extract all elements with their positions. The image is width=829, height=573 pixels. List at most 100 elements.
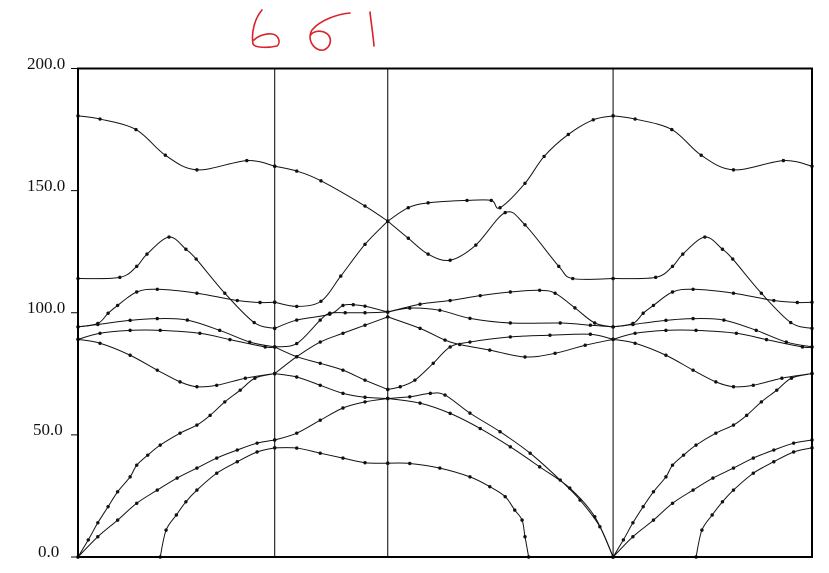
- band-point: [155, 488, 159, 492]
- band-series: [386, 396, 615, 559]
- band-point: [588, 332, 593, 336]
- band-point: [363, 400, 367, 404]
- band-point: [341, 391, 345, 396]
- band-point: [508, 290, 513, 294]
- band-series: [76, 114, 277, 172]
- band-point: [448, 345, 452, 349]
- band-point: [223, 291, 227, 295]
- band-point: [386, 396, 390, 401]
- band-point: [731, 291, 736, 295]
- band-point: [731, 257, 735, 261]
- band-line: [613, 318, 813, 348]
- band-point: [295, 375, 299, 379]
- band-point: [670, 501, 675, 505]
- band-point: [611, 325, 615, 329]
- band-point: [780, 376, 784, 380]
- band-point: [772, 448, 776, 452]
- band-point: [318, 340, 322, 344]
- band-line: [77, 329, 275, 348]
- band-series: [611, 235, 814, 331]
- band-point: [418, 326, 422, 331]
- band-series: [386, 391, 615, 559]
- band-point: [215, 471, 219, 475]
- band-line: [274, 316, 388, 374]
- band-point: [255, 450, 259, 454]
- band-point: [135, 463, 139, 467]
- band-point: [548, 333, 552, 337]
- band-point: [235, 448, 239, 452]
- band-point: [633, 341, 637, 345]
- band-point: [789, 376, 794, 380]
- band-point: [386, 461, 390, 465]
- band-point: [691, 287, 695, 292]
- band-point: [128, 318, 132, 323]
- band-point: [611, 337, 615, 342]
- band-point: [98, 117, 102, 121]
- band-line: [274, 447, 388, 464]
- band-point: [195, 466, 199, 470]
- band-point: [651, 490, 656, 494]
- band-point: [621, 538, 626, 542]
- band-line: [387, 333, 614, 390]
- band-point: [408, 306, 412, 310]
- band-point: [751, 471, 755, 475]
- band-series: [273, 164, 390, 223]
- band-point: [386, 387, 390, 392]
- band-point: [295, 169, 299, 173]
- band-point: [537, 465, 542, 469]
- band-point: [295, 341, 299, 346]
- band-point: [653, 275, 658, 280]
- band-point: [468, 340, 472, 344]
- band-point: [135, 290, 139, 294]
- band-point: [318, 451, 322, 455]
- band-point: [363, 323, 367, 327]
- band-point: [253, 376, 257, 380]
- band-point: [413, 378, 417, 382]
- band-point: [238, 388, 242, 392]
- band-point: [363, 461, 367, 465]
- band-point: [273, 345, 277, 349]
- band-point: [96, 535, 100, 539]
- band-point: [115, 303, 120, 308]
- band-point: [319, 299, 323, 303]
- band-point: [523, 355, 527, 359]
- band-line: [274, 220, 389, 307]
- band-point: [503, 210, 507, 215]
- band-point: [418, 401, 422, 405]
- band-point: [363, 304, 367, 308]
- band-point: [295, 446, 299, 450]
- band-point: [223, 400, 227, 404]
- band-series: [386, 332, 615, 392]
- band-point: [751, 456, 755, 460]
- band-point: [363, 378, 367, 382]
- band-point: [703, 235, 707, 239]
- band-point: [158, 443, 162, 447]
- band-series: [611, 371, 814, 559]
- band-series: [76, 287, 277, 329]
- band-point: [588, 323, 593, 327]
- band-point: [273, 438, 277, 442]
- band-point: [520, 518, 524, 522]
- band-point: [115, 518, 120, 522]
- band-point: [751, 383, 755, 387]
- band-point: [98, 331, 102, 335]
- band-point: [681, 252, 685, 256]
- band-line: [274, 303, 388, 329]
- band-point: [175, 476, 179, 480]
- band-point: [128, 328, 132, 333]
- band-point: [583, 343, 587, 347]
- band-series: [386, 210, 615, 281]
- band-point: [631, 535, 635, 539]
- band-point: [443, 393, 447, 397]
- band-line: [387, 316, 614, 358]
- band-point: [363, 242, 367, 247]
- band-series: [273, 446, 390, 465]
- band-point: [328, 311, 332, 315]
- band-point: [542, 154, 546, 159]
- band-point: [528, 451, 532, 455]
- band-series: [76, 371, 277, 559]
- band-point: [164, 528, 168, 532]
- band-point: [106, 311, 110, 315]
- band-point: [418, 302, 422, 306]
